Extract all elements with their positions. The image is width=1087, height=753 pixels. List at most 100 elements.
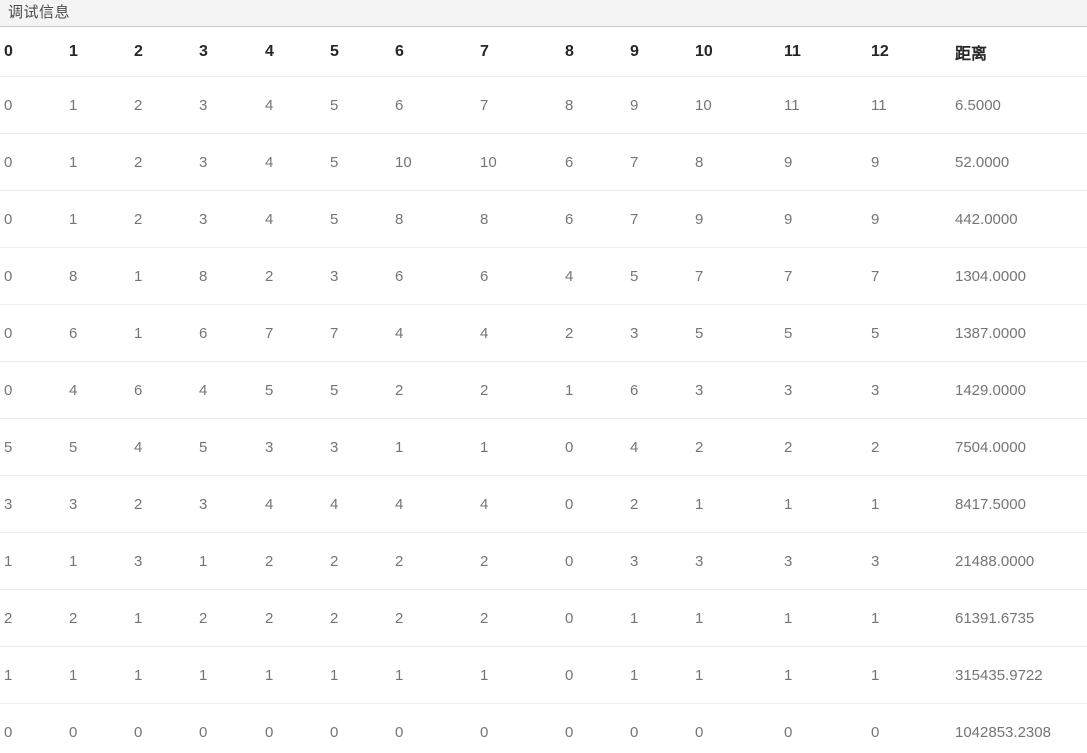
value-cell: 0 [0, 247, 65, 305]
value-cell: 0 [871, 723, 880, 741]
value-cell: 6 [626, 361, 691, 419]
value-cell: 2 [130, 475, 195, 533]
table-row: 0 1 2 3 4 5 6 7 8 9 10 11 11 6.5000 [0, 76, 1087, 134]
value-cell: 9 [626, 76, 691, 134]
value-cell: 5 [0, 418, 65, 476]
value-cell: 2 [626, 475, 691, 533]
table-row: 0 6 1 6 7 7 4 4 2 3 5 5 5 1387.0000 [0, 304, 1087, 362]
column-header-距离: 距离 [951, 27, 1087, 77]
value-cell: 3 [326, 418, 391, 476]
value-cell: 10 [391, 133, 476, 191]
value-cell: 2 [476, 532, 561, 590]
column-header-12: 12 [867, 27, 951, 77]
value-cell: 1 [0, 532, 65, 590]
value-cell: 8 [391, 190, 476, 248]
value-cell: 6 [130, 361, 195, 419]
value-cell: 0 [561, 589, 626, 647]
value-cell: 0 [784, 723, 793, 741]
value-cell: 4 [261, 190, 326, 248]
value-cell: 9 [691, 190, 780, 248]
value-cell: 6 [476, 247, 561, 305]
value-cell: 1 [476, 418, 561, 476]
value-cell: 3 [867, 361, 951, 419]
panel-title: 调试信息 [0, 0, 1087, 27]
column-header-6: 6 [391, 27, 476, 77]
distance-cell: 315435.9722 [951, 646, 1087, 704]
value-cell: 1 [130, 304, 195, 362]
value-cell: 2 [130, 76, 195, 134]
value-cell: 1 [391, 646, 476, 704]
value-cell: 2 [561, 304, 626, 362]
value-cell: 1 [780, 475, 867, 533]
value-cell: 9 [780, 190, 867, 248]
value-cell: 0 [0, 304, 65, 362]
value-cell: 4 [261, 76, 326, 134]
value-cell: 2 [195, 589, 261, 647]
value-cell: 0 [695, 723, 704, 741]
value-cell: 1 [65, 76, 130, 134]
value-cell: 9 [867, 190, 951, 248]
value-cell: 3 [780, 532, 867, 590]
value-cell: 2 [326, 532, 391, 590]
value-cell: 7 [476, 76, 561, 134]
value-cell: 1 [65, 190, 130, 248]
value-cell: 0 [561, 475, 626, 533]
value-cell: 1 [691, 589, 780, 647]
value-cell: 1 [0, 646, 65, 704]
value-cell: 3 [195, 133, 261, 191]
value-cell: 7 [261, 304, 326, 362]
value-cell: 0 [134, 723, 143, 741]
value-cell: 1 [626, 646, 691, 704]
value-cell: 2 [391, 589, 476, 647]
value-cell: 0 [565, 723, 574, 741]
table-row: 5 5 4 5 3 3 1 1 0 4 2 2 2 7504.0000 [0, 418, 1087, 476]
table-row: 1 1 3 1 2 2 2 2 0 3 3 3 3 21488.0000 [0, 532, 1087, 590]
value-cell: 3 [867, 532, 951, 590]
value-cell: 8 [476, 190, 561, 248]
value-cell: 3 [691, 361, 780, 419]
value-cell: 0 [0, 361, 65, 419]
value-cell: 5 [326, 133, 391, 191]
value-cell: 7 [626, 190, 691, 248]
distance-cell: 1042853.2308 [955, 723, 1051, 741]
column-header-1: 1 [65, 27, 130, 77]
value-cell: 0 [395, 723, 404, 741]
table-row: 0 8 1 8 2 3 6 6 4 5 7 7 7 1304.0000 [0, 247, 1087, 305]
value-cell: 1 [65, 133, 130, 191]
value-cell: 5 [261, 361, 326, 419]
value-cell: 3 [626, 304, 691, 362]
distance-cell: 61391.6735 [951, 589, 1087, 647]
value-cell: 3 [65, 475, 130, 533]
value-cell: 2 [130, 190, 195, 248]
value-cell: 1 [130, 247, 195, 305]
table-header-row: 0 1 2 3 4 5 6 7 8 9 10 11 12 距离 [0, 27, 1087, 77]
value-cell: 5 [65, 418, 130, 476]
value-cell: 4 [391, 304, 476, 362]
distance-cell: 8417.5000 [951, 475, 1087, 533]
column-header-10: 10 [691, 27, 780, 77]
value-cell: 1 [867, 475, 951, 533]
value-cell: 2 [867, 418, 951, 476]
value-cell: 5 [867, 304, 951, 362]
value-cell: 3 [0, 475, 65, 533]
value-cell: 2 [0, 589, 65, 647]
value-cell: 0 [330, 723, 339, 741]
value-cell: 0 [0, 133, 65, 191]
value-cell: 8 [561, 76, 626, 134]
value-cell: 5 [326, 190, 391, 248]
value-cell: 11 [780, 76, 867, 134]
value-cell: 3 [195, 475, 261, 533]
value-cell: 1 [626, 589, 691, 647]
value-cell: 0 [480, 723, 489, 741]
debug-table: 0 1 2 3 4 5 6 7 8 9 10 11 12 距离 0 1 2 3 4 5 6 7 8 9 10 11 11 6.500… [0, 27, 1087, 753]
value-cell: 7 [691, 247, 780, 305]
value-cell: 4 [391, 475, 476, 533]
value-cell: 1 [65, 532, 130, 590]
value-cell: 5 [780, 304, 867, 362]
column-header-11: 11 [780, 27, 867, 77]
column-header-4: 4 [261, 27, 326, 77]
value-cell: 4 [65, 361, 130, 419]
value-cell: 2 [391, 361, 476, 419]
distance-cell: 1304.0000 [951, 247, 1087, 305]
